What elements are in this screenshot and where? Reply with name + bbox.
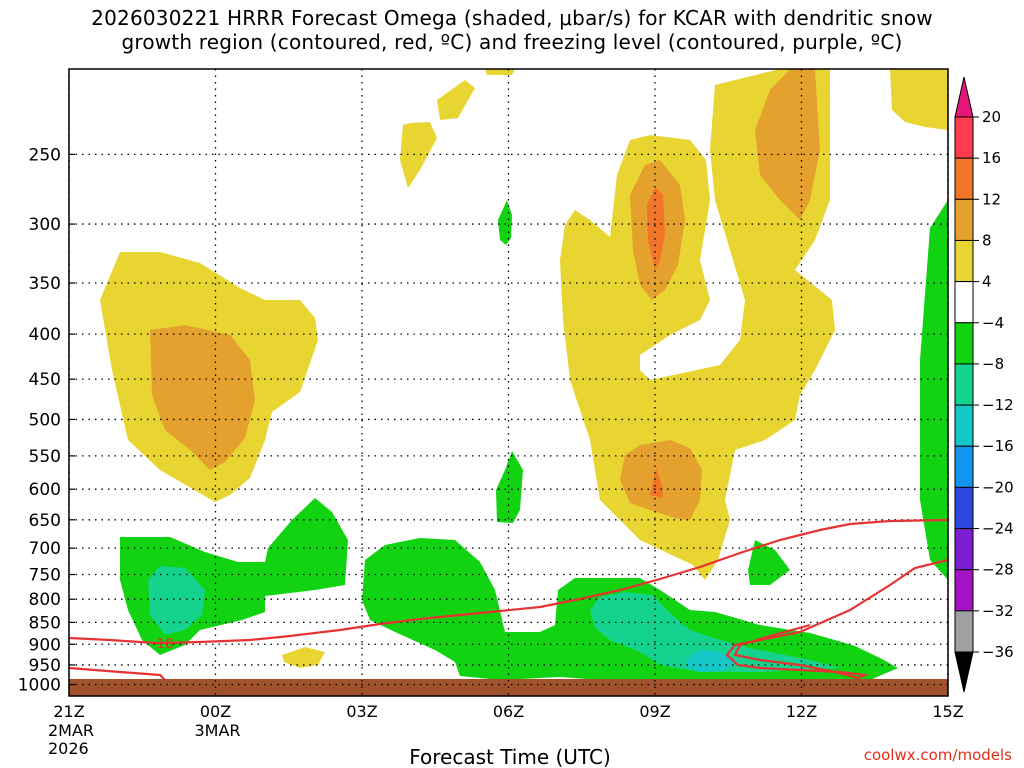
colorbar-label: −20: [982, 478, 1014, 496]
omega-region-4-right: [560, 69, 835, 580]
colorbar-label: 16: [982, 149, 1001, 167]
colorbar-label: −36: [982, 643, 1014, 661]
omega-region-4-topright: [890, 69, 948, 130]
colorbar-swatch: [954, 322, 974, 365]
colorbar-swatch: [954, 445, 974, 488]
x-tick-sublabel: 2026: [48, 739, 89, 758]
colorbar-swatch: [954, 528, 974, 571]
x-tick-label: 03Z: [346, 702, 377, 721]
omega-shading: [100, 69, 948, 680]
colorbar-label: −16: [982, 437, 1014, 455]
dendritic-contour-lower: [69, 666, 166, 681]
chart-title: 2026030221 HRRR Forecast Omega (shaded, …: [0, 6, 1024, 54]
y-tick-label: 450: [29, 370, 61, 390]
colorbar-swatch: [954, 281, 974, 324]
x-tick-sublabel: 3MAR: [195, 721, 241, 740]
dendritic-contours: [69, 518, 948, 681]
omega-region-8-right-low: [620, 440, 702, 520]
x-tick-label: 12Z: [786, 702, 817, 721]
colorbar-label: 4: [982, 273, 992, 291]
y-tick-label: 250: [29, 145, 61, 165]
colorbar: 20 16 12 8 4 −4 −8 −12 −16 −20 −24 −28 −32 −36: [954, 76, 1014, 693]
colorbar-bottom-arrow: [954, 651, 974, 693]
colorbar-label: −28: [982, 561, 1014, 579]
x-tick-sublabel: 2MAR: [48, 721, 94, 740]
colorbar-label: 20: [982, 108, 1001, 126]
omega-region-neg4-smallc: [748, 540, 790, 585]
omega-region-4-small-b: [400, 122, 437, 188]
credit-text[interactable]: coolwx.com/models: [864, 746, 1012, 764]
omega-region-4-small-a: [437, 80, 475, 120]
y-tick-label: 300: [29, 215, 61, 235]
y-tick-label: 650: [29, 511, 61, 531]
omega-region-8-upper-left: [150, 325, 255, 470]
y-tick-label: 750: [29, 566, 61, 586]
x-tick-label: 21Z: [53, 702, 84, 721]
omega-region-neg4-rightedge: [920, 200, 948, 580]
x-tick-label: 15Z: [932, 702, 963, 721]
y-tick-label: 500: [29, 410, 61, 430]
omega-region-4-small-c: [485, 69, 515, 75]
chart-title-line1: 2026030221 HRRR Forecast Omega (shaded, …: [91, 6, 933, 30]
omega-region-neg8-low: [590, 592, 840, 672]
x-tick-label: 09Z: [639, 702, 670, 721]
colorbar-label: 12: [982, 190, 1001, 208]
y-tick-label: 800: [29, 590, 61, 610]
omega-region-neg8-left: [148, 566, 205, 635]
y-tick-label: 600: [29, 480, 61, 500]
y-tick-label: 700: [29, 539, 61, 559]
colorbar-swatch: [954, 157, 974, 200]
omega-region-neg4-smallb: [498, 200, 512, 245]
y-tick-label: 900: [29, 635, 61, 655]
y-tick-label: 350: [29, 274, 61, 294]
y-tick-label: 1000: [18, 676, 61, 696]
omega-region-12-right-mid: [647, 187, 665, 270]
colorbar-swatch: [954, 486, 974, 530]
dendritic-contour-main: [69, 518, 948, 645]
colorbar-swatch: [954, 363, 974, 406]
y-tick-label: 850: [29, 613, 61, 633]
omega-region-12-right-low: [650, 468, 663, 498]
omega-region-4-lowlevel: [282, 647, 325, 668]
dendritic-contour-loop: [725, 558, 948, 680]
omega-region-neg4-smalla: [496, 451, 523, 523]
colorbar-top-arrow: [954, 76, 974, 118]
colorbar-swatch: [954, 569, 974, 612]
colorbar-swatch: [954, 610, 974, 653]
colorbar-label: 8: [982, 231, 992, 249]
y-tick-label: 550: [29, 447, 61, 467]
colorbar-swatch: [954, 116, 974, 159]
chart-title-line2: growth region (contoured, red, ºC) and f…: [121, 30, 903, 54]
colorbar-swatch: [954, 239, 974, 283]
colorbar-swatch: [954, 198, 974, 241]
colorbar-label: −12: [982, 396, 1014, 414]
contour-label: 18: [157, 637, 174, 652]
plot-frame: [68, 68, 949, 697]
colorbar-swatch: [954, 404, 974, 447]
colorbar-label: −8: [982, 355, 1004, 373]
omega-region-8-right-upper: [755, 69, 820, 220]
x-axis-title: Forecast Time (UTC): [409, 745, 611, 768]
colorbar-label: −24: [982, 520, 1014, 538]
y-tick-label: 950: [29, 656, 61, 676]
colorbar-label: −32: [982, 602, 1014, 620]
x-tick-label: 06Z: [493, 702, 524, 721]
y-axis-labels: 2503003504004505005506006507007508008509…: [18, 145, 61, 695]
x-tick-label: 00Z: [200, 702, 231, 721]
colorbar-label: −4: [982, 314, 1004, 332]
y-tick-label: 400: [29, 325, 61, 345]
